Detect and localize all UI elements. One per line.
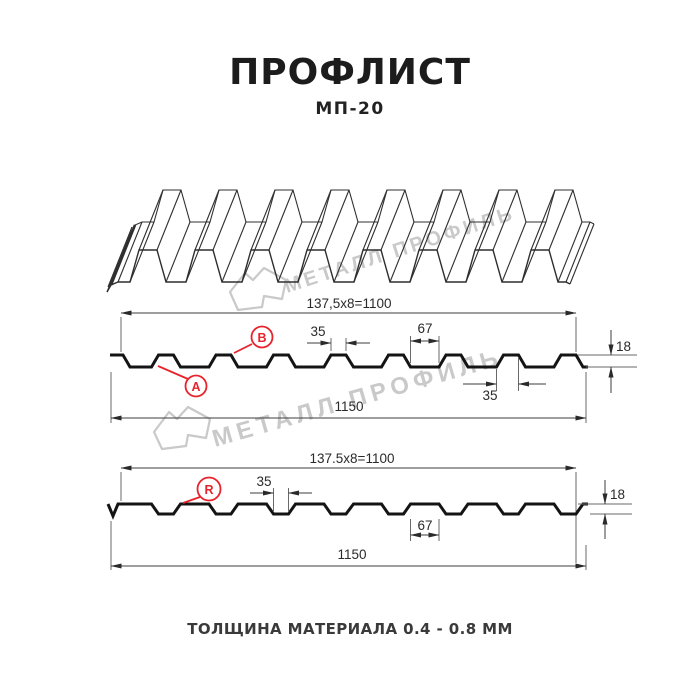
marker-r-label: R [204, 483, 213, 497]
dim-label-valley-width-bottom: 67 [417, 518, 432, 533]
marker-b-label: B [257, 331, 266, 345]
dim-label-height-top: 18 [616, 339, 631, 354]
dim-label-overall-width-bottom: 1150 [337, 547, 366, 562]
dim-label-height-bottom: 18 [610, 487, 625, 502]
dim-bottom-working-width: 137.5x8=1100 [120, 451, 577, 563]
dim-bottom-height: 18 [578, 480, 632, 539]
watermark-logo-lower: МЕТАЛЛ ПРОФИЛЬ [152, 344, 506, 453]
dim-top-height: 18 [578, 330, 637, 393]
marker-a-label: A [191, 380, 200, 394]
dim-label-rib-base-top: 35 [482, 388, 497, 403]
watermark-logo-upper: МЕТАЛЛ ПРОФИЛЬ [228, 202, 518, 312]
profile-outline-top [110, 353, 588, 369]
dim-label-working-width-top: 137,5x8=1100 [307, 296, 392, 311]
cross-section-top: 137,5x8=1100 35 67 [110, 296, 637, 423]
dim-label-valley-width-top: 67 [417, 321, 432, 336]
dim-label-working-width-bottom: 137.5x8=1100 [310, 451, 395, 466]
marker-r: R [182, 476, 222, 504]
sheet-3d-view [106, 189, 595, 293]
dim-label-overall-width-top: 1150 [334, 399, 363, 414]
material-thickness-note: ТОЛЩИНА МАТЕРИАЛА 0.4 - 0.8 ММ [187, 620, 513, 638]
dim-top-working-width: 137,5x8=1100 [120, 296, 577, 352]
marker-b: B [233, 325, 274, 354]
dim-top-valley-width: 67 [410, 321, 440, 363]
profile-outline-bottom [106, 502, 588, 520]
page-title: ПРОФЛИСТ [229, 52, 471, 93]
profile-model-subtitle: МП-20 [315, 99, 385, 119]
dim-bottom-crest-width: 35 [250, 474, 312, 511]
dim-bottom-overall-width: 1150 [110, 521, 587, 570]
dim-label-crest-width-bottom: 35 [256, 474, 271, 489]
dim-top-rib-base: 35 [463, 357, 546, 403]
dim-bottom-valley-width: 67 [410, 518, 440, 541]
dim-top-overall-width: 1150 [110, 372, 587, 423]
marker-a: A [157, 365, 208, 398]
cross-section-bottom: 137.5x8=1100 35 67 [106, 451, 632, 570]
dim-top-crest-width: 35 [307, 324, 370, 351]
dim-label-crest-width-top: 35 [310, 324, 325, 339]
header: ПРОФЛИСТ МП-20 [0, 0, 700, 119]
